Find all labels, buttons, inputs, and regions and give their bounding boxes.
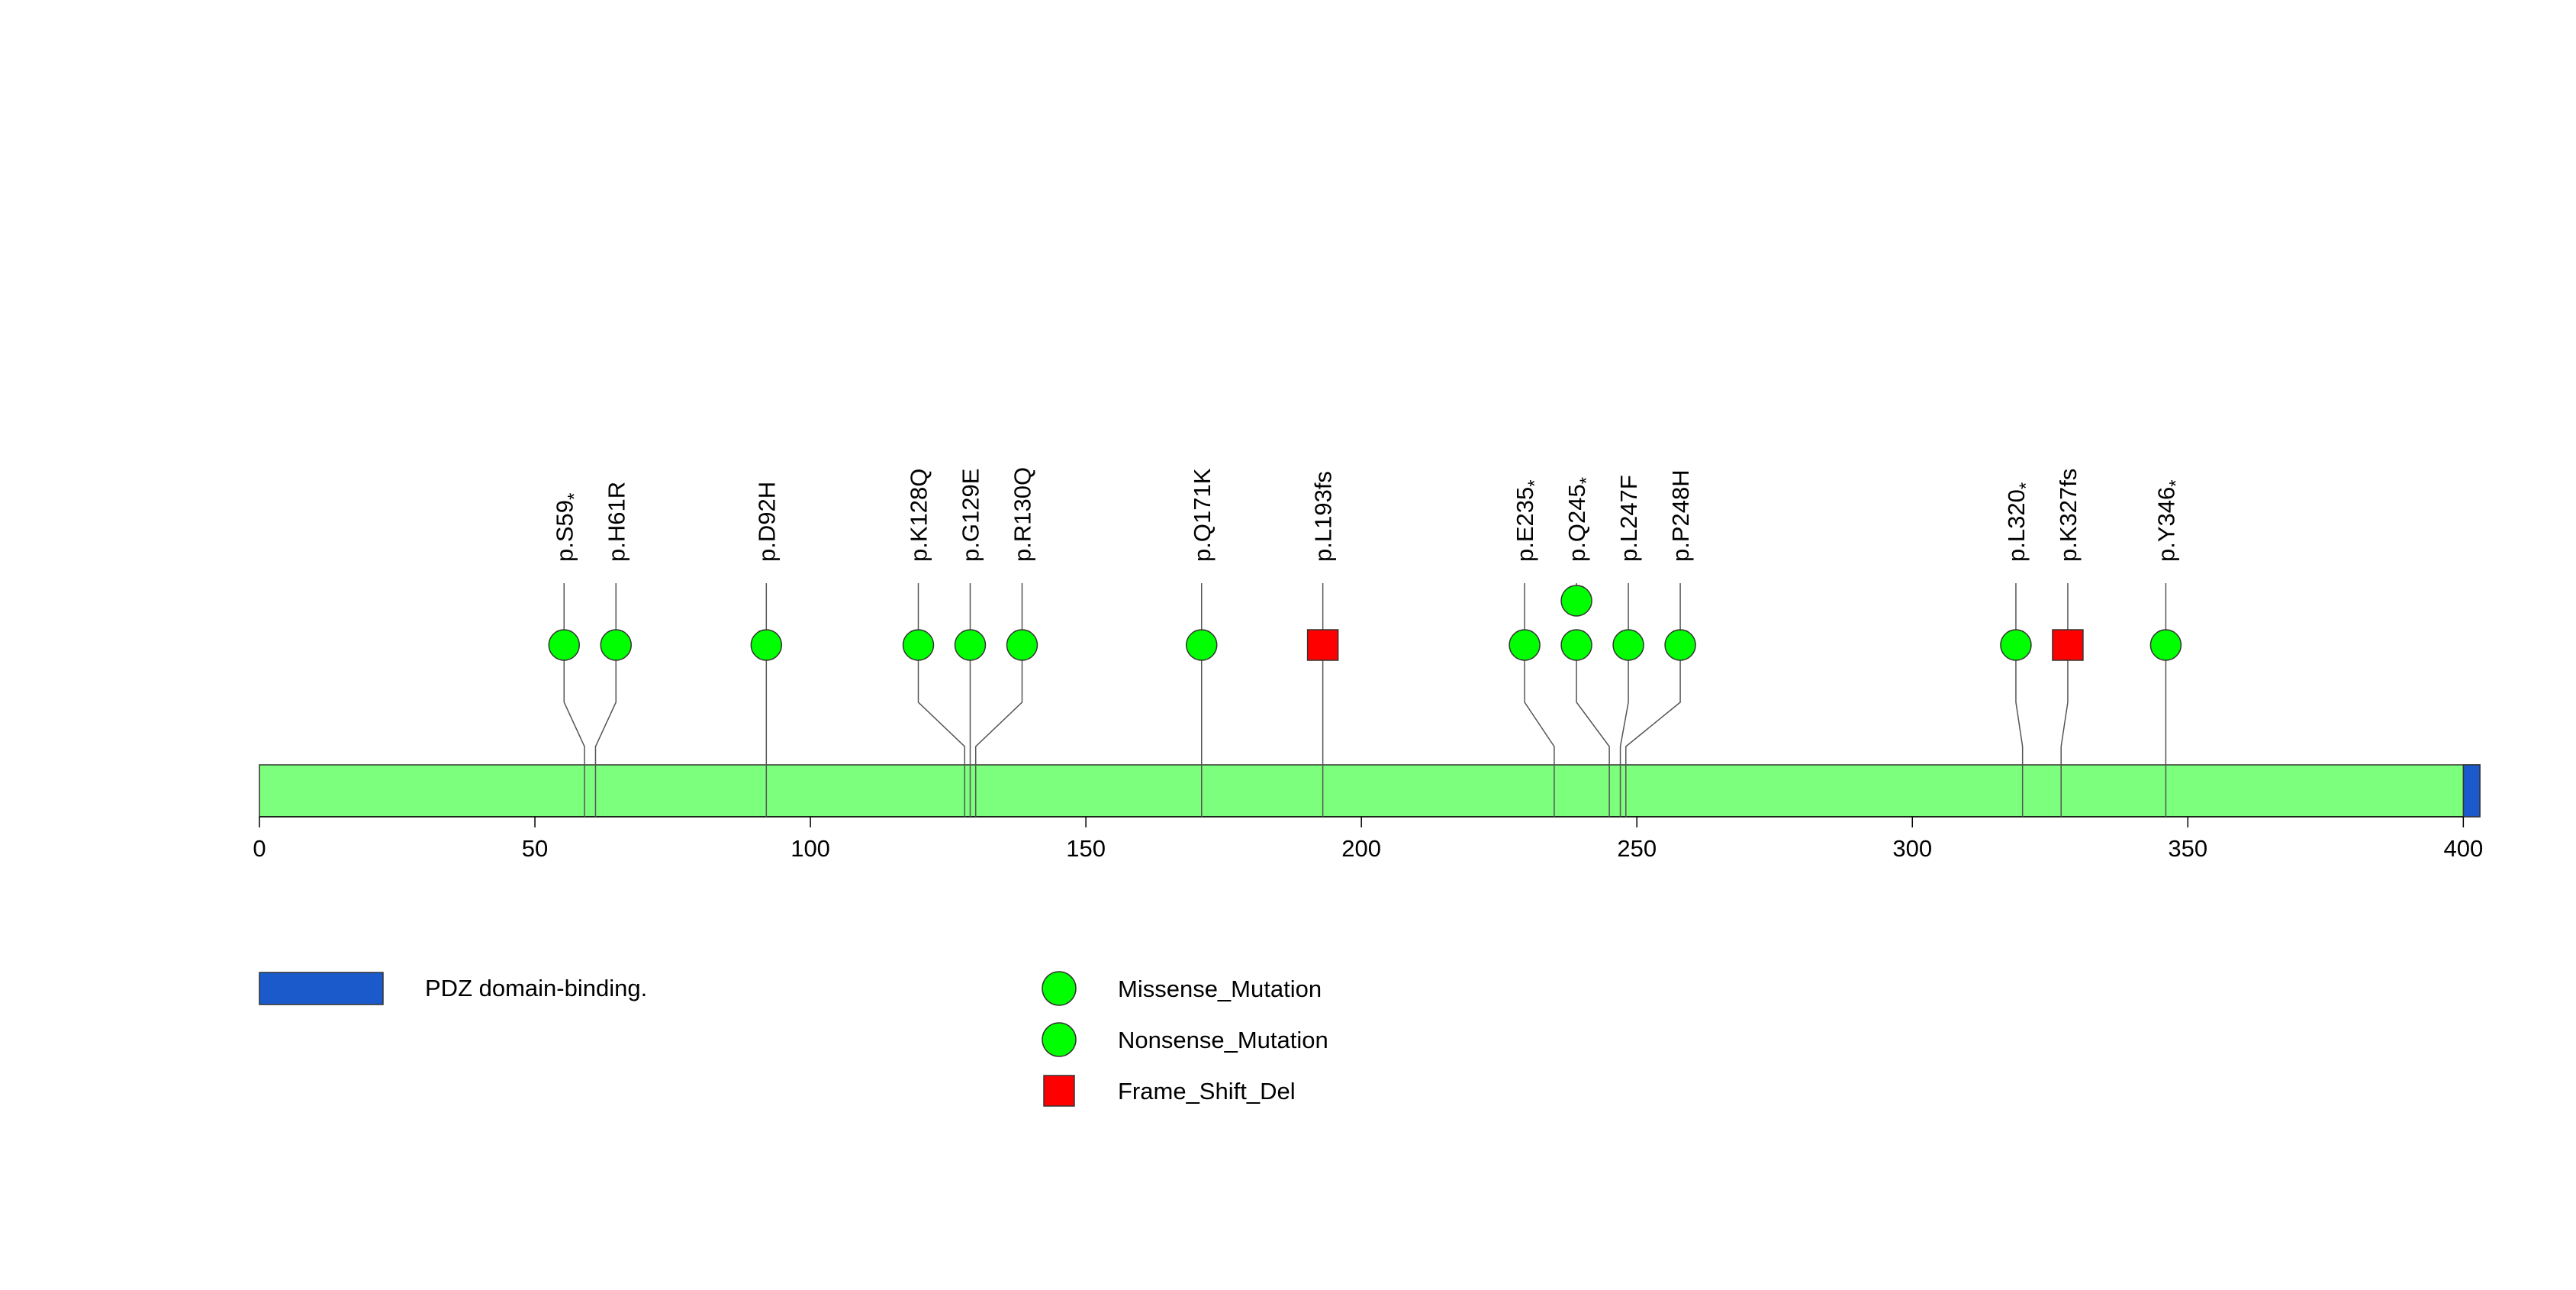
mutation-head-circle (1664, 629, 1696, 661)
x-tick-label-200: 200 (1341, 835, 1381, 862)
mutation-label: p.G129E (957, 469, 984, 562)
mutation-head-circle (1509, 629, 1541, 661)
mutation-label: p.S59* (551, 493, 584, 562)
mutation-p-q171k: p.Q171K (1186, 468, 1218, 817)
x-tick-label-300: 300 (1892, 835, 1932, 862)
mutation-head-square (1306, 629, 1339, 661)
legend-circle-nonsense-mutation (1042, 1022, 1077, 1057)
mutation-label: p.R130Q (1009, 467, 1035, 562)
mutation-head-circle (1560, 585, 1592, 617)
mutation-connector (1619, 645, 1629, 817)
mutation-label: p.Q171K (1189, 468, 1216, 562)
mutation-connector (563, 645, 585, 817)
mutation-p-k128q: p.K128Q (902, 469, 966, 817)
x-tick-label-0: 0 (253, 835, 266, 862)
mutation-p-g129e: p.G129E (954, 469, 987, 817)
mutation-label: p.L247F (1615, 475, 1642, 562)
mutation-p-r130q: p.R130Q (974, 467, 1038, 817)
mutation-p-l320: p.L320* (2000, 482, 2037, 817)
x-tick-label-100: 100 (791, 835, 830, 862)
mutation-label: p.E235* (1512, 479, 1545, 562)
legend-label-missense-mutation: Missense_Mutation (1118, 976, 1322, 1002)
mutation-label: p.K327fs (2055, 469, 2082, 562)
mutation-label: p.L320* (2003, 482, 2037, 562)
mutation-p-h61r: p.H61R (594, 482, 633, 817)
x-tick-label-250: 250 (1617, 835, 1657, 862)
mutation-connector (2015, 645, 2024, 817)
mutation-label: p.P248H (1667, 469, 1694, 562)
mutation-p-d92h: p.D92H (750, 482, 783, 817)
x-tick-label-350: 350 (2168, 835, 2207, 862)
mutation-connector (1524, 645, 1555, 817)
mutation-p-y346: p.Y346* (2149, 479, 2186, 817)
mutation-label: p.Y346* (2153, 479, 2186, 562)
x-tick-label-400: 400 (2443, 835, 2483, 862)
mutation-head-circle (2000, 629, 2032, 661)
mutation-head-circle (902, 629, 935, 661)
mutation-connector (917, 645, 966, 817)
domain-pdz-domain-binding (2462, 764, 2481, 818)
legend-swatch-pdz-domain-binding (259, 972, 384, 1005)
mutation-p-p248h: p.P248H (1625, 469, 1696, 817)
mutation-p-s59: p.S59* (548, 493, 585, 817)
legend-circle-missense-mutation (1042, 971, 1077, 1006)
mutation-head-circle (2149, 629, 2182, 661)
mutation-connector (2060, 645, 2069, 817)
mutation-p-k327fs: p.K327fs (2052, 469, 2084, 817)
mutation-connector (594, 645, 617, 817)
mutation-head-circle (1612, 629, 1644, 661)
mutation-head-square (2052, 629, 2084, 661)
mutation-p-l193fs: p.L193fs (1306, 471, 1339, 817)
legend-label-pdz-domain-binding: PDZ domain-binding. (425, 975, 647, 1001)
x-tick-label-150: 150 (1066, 835, 1106, 862)
mutation-connector (974, 645, 1023, 817)
mutation-connector (1576, 645, 1610, 817)
mutation-head-circle (954, 629, 987, 661)
mutation-connector (1625, 645, 1681, 817)
mutation-head-circle (600, 629, 633, 661)
mutation-head-circle (1560, 629, 1592, 661)
mutation-p-e235: p.E235* (1509, 479, 1555, 817)
mutation-label: p.D92H (753, 482, 780, 562)
mutation-head-circle (548, 629, 581, 661)
mutation-p-q245: p.Q245* (1560, 477, 1610, 817)
mutation-head-circle (1186, 629, 1218, 661)
mutation-p-l247f: p.L247F (1612, 475, 1644, 817)
mutation-label: p.L193fs (1310, 471, 1337, 562)
mutation-label: p.K128Q (905, 469, 932, 562)
mutation-label: p.Q245* (1563, 477, 1597, 562)
legend-label-frame-shift-del: Frame_Shift_Del (1118, 1078, 1296, 1105)
legend-square-frame-shift-del (1043, 1075, 1075, 1107)
protein-backbone (259, 764, 2481, 818)
mutation-label: p.H61R (603, 482, 630, 562)
mutation-head-circle (1006, 629, 1038, 661)
legend-label-nonsense-mutation: Nonsense_Mutation (1118, 1027, 1328, 1053)
x-tick-label-50: 50 (522, 835, 548, 862)
mutation-head-circle (750, 629, 783, 661)
